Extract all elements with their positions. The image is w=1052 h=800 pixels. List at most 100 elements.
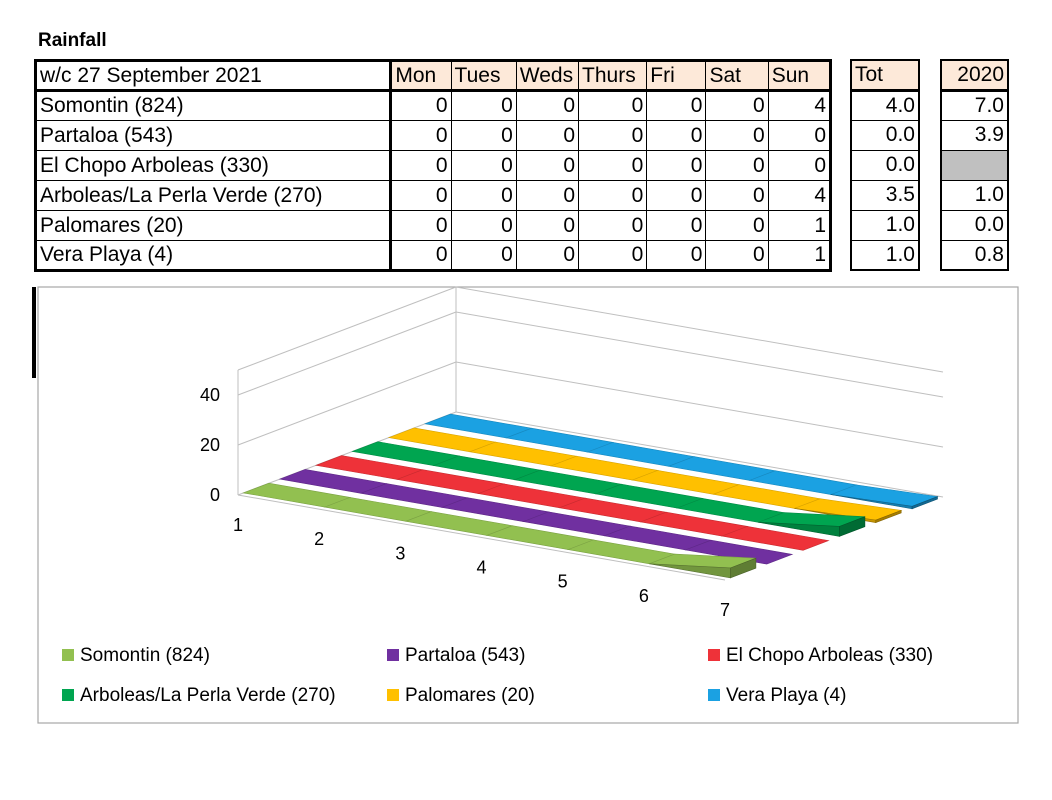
day-header: Sat [705,60,769,92]
location-name: Palomares (20) [35,210,393,241]
rain-cell: 0 [390,180,452,211]
day-header: Mon [390,60,452,92]
rain-cell: 0 [390,120,452,151]
rain-cell: 0 [705,90,769,121]
rain-cell: 0 [516,90,580,121]
x-tick-label: 4 [476,558,486,578]
series-ribbon [387,427,903,524]
total-cell: 1.0 [851,210,919,241]
x-tick-label: 5 [558,572,568,592]
legend-swatch [62,649,74,661]
series-ribbon [314,455,830,551]
series-ribbon-end [875,509,902,524]
x-tick-label: 1 [233,515,243,535]
rain-cell: 0 [516,180,580,211]
table-row: Partaloa (543) 0 0 0 0 0 0 0 [35,120,831,151]
series-ribbon [351,441,866,537]
y-tick-label: 40 [200,385,220,405]
side-wall-gridline [237,411,457,496]
rain-cell: 0 [451,240,517,271]
legend-label: Vera Playa (4) [726,685,846,706]
legend-label: Palomares (20) [405,685,535,706]
rain-cell: 0 [646,240,707,271]
total-column: Tot 4.0 0.0 0.0 3.5 1.0 1.0 [850,59,920,271]
y-tick-label: 20 [200,435,220,455]
rain-cell: 4 [768,180,831,211]
rain-cell: 0 [705,120,769,151]
rain-cell: 0 [578,180,648,211]
total-cell: 1.0 [851,240,919,271]
day-header: Tues [451,60,517,92]
day-header: Sun [768,60,831,92]
legend-label: El Chopo Arboleas (330) [726,645,933,666]
previous-year-cell: 0.8 [941,240,1008,271]
day-header: Fri [646,60,707,92]
legend-swatch [62,689,74,701]
series-ribbon [242,482,757,579]
total-cell: 0.0 [851,150,919,181]
side-wall-gridline [237,286,457,371]
previous-year-cell [941,150,1008,181]
x-tick-label: 7 [720,600,730,620]
rain-cell: 0 [516,150,580,181]
x-tick-label: 2 [314,529,324,549]
rain-cell: 0 [646,150,707,181]
table-row: Somontin (824) 0 0 0 0 0 0 4 [35,90,831,121]
location-name: El Chopo Arboleas (330) [35,150,393,181]
legend-swatch [387,689,399,701]
table-row: Arboleas/La Perla Verde (270) 0 0 0 0 0 … [35,180,831,211]
rain-cell: 0 [646,90,707,121]
legend-swatch [708,689,720,701]
x-axis-line [237,494,726,581]
rain-cell: 0 [390,240,452,271]
y-tick-label: 0 [210,485,220,505]
location-name: Vera Playa (4) [35,240,393,271]
legend-item: Vera Playa (4) [708,685,846,706]
legend-item: Palomares (20) [387,685,535,706]
rainfall-table: w/c 27 September 2021 Mon Tues Weds Thur… [34,59,832,272]
rain-cell: 0 [578,240,648,271]
legend-label: Arboleas/La Perla Verde (270) [80,685,336,706]
rain-cell: 0 [646,180,707,211]
week-label: w/c 27 September 2021 [35,60,393,92]
back-wall-gridline [455,411,944,498]
table-row: Vera Playa (4) 0 0 0 0 0 0 1 [35,240,831,271]
day-header: Weds [516,60,580,92]
legend-label: Somontin (824) [80,645,210,666]
rain-cell: 0 [768,150,831,181]
rain-cell: 0 [646,120,707,151]
table-header-row: w/c 27 September 2021 Mon Tues Weds Thur… [35,60,831,92]
rain-cell: 0 [390,150,452,181]
rain-cell: 0 [705,150,769,181]
rain-cell: 0 [390,90,452,121]
rain-cell: 0 [451,210,517,241]
rain-cell: 0 [768,120,831,151]
previous-year-cell: 7.0 [941,90,1008,121]
legend-item: Arboleas/La Perla Verde (270) [62,685,336,706]
legend-label: Partaloa (543) [405,645,525,666]
rain-cell: 0 [451,120,517,151]
rain-cell: 0 [451,180,517,211]
series-ribbon-end [730,557,757,579]
chart-plot: 0 20 40 1 2 3 4 5 6 7 [200,286,944,620]
location-name: Partaloa (543) [35,120,393,151]
table-row: El Chopo Arboleas (330) 0 0 0 0 0 0 0 [35,150,831,181]
rain-cell: 0 [516,120,580,151]
legend-swatch [708,649,720,661]
rain-cell: 1 [768,240,831,271]
previous-year-cell: 0.0 [941,210,1008,241]
rain-cell: 0 [705,180,769,211]
total-cell: 3.5 [851,180,919,211]
back-wall-gridline [455,311,944,398]
series-ribbon [278,469,794,565]
previous-year-cell: 1.0 [941,180,1008,211]
rain-cell: 0 [451,150,517,181]
legend-item: Somontin (824) [62,645,210,666]
series-ribbon-end [839,516,866,537]
rain-cell: 0 [516,240,580,271]
rain-cell: 0 [451,90,517,121]
total-cell: 0.0 [851,120,919,151]
location-name: Arboleas/La Perla Verde (270) [35,180,393,211]
x-tick-label: 3 [395,543,405,563]
side-wall-gridline [237,361,457,446]
